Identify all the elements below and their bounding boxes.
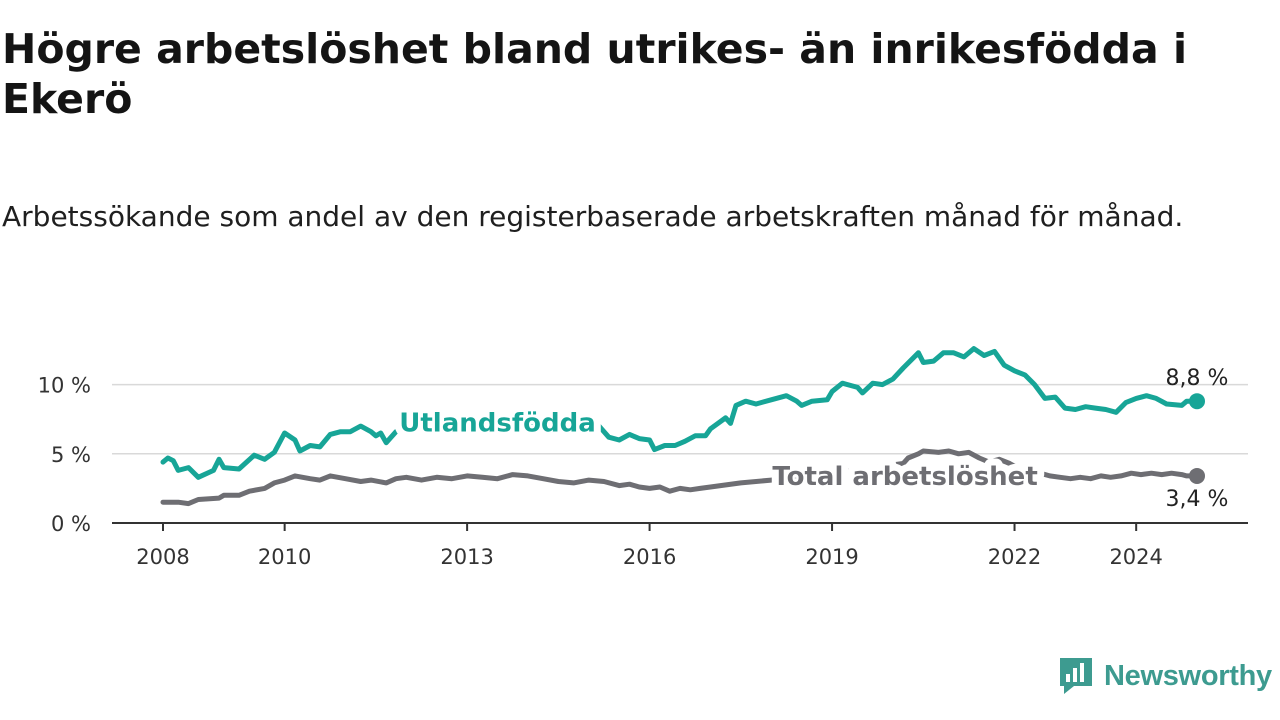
series-label-halo: Total arbetslöshet — [772, 462, 1037, 492]
end-label-total: 3,4 % — [1166, 487, 1229, 512]
y-tick-label-10: 10 % — [38, 374, 91, 398]
series-label-total-arbetslöshet: Total arbetslöshet — [772, 462, 1037, 492]
series-label-utlandsfödda: Utlandsfödda — [399, 409, 596, 439]
series-label-halo: Utlandsfödda — [399, 409, 596, 439]
series-end-point-utlandsfödda — [1189, 393, 1205, 410]
chart-title: Högre arbetslöshet bland utrikes- än inr… — [2, 25, 1187, 123]
line-chart: 0 % 5 % 10 % 2008 2010 2013 2016 2019 2022 2024 Ut… — [38, 346, 1248, 569]
x-tick-label-2013: 2013 — [440, 545, 493, 569]
newsworthy-logo-icon — [1060, 658, 1092, 694]
chart-subtitle: Arbetssökande som andel av den registerb… — [2, 200, 1184, 233]
end-label-utlandsfodda: 8,8 % — [1166, 366, 1229, 391]
x-tick-label-2019: 2019 — [805, 545, 858, 569]
series-line-utlandsfödda — [160, 346, 1200, 480]
x-tick-label-2024: 2024 — [1109, 545, 1162, 569]
x-tick-label-2016: 2016 — [623, 545, 676, 569]
x-tick-label-2022: 2022 — [988, 545, 1041, 569]
axes — [112, 522, 1248, 531]
series-end-point-total-arbetslöshet — [1189, 467, 1205, 484]
chart-labels: 0 % 5 % 10 % 2008 2010 2013 2016 2019 2022 2024 Ut… — [38, 366, 1229, 569]
y-tick-label-5: 5 % — [51, 443, 91, 467]
series-lines — [160, 346, 1205, 507]
gridlines — [112, 383, 1248, 455]
brand-name: Newsworthy — [1104, 659, 1272, 692]
series-line-total-arbetslöshet — [160, 448, 1200, 507]
newsworthy-brand[interactable]: Newsworthy — [1058, 654, 1272, 698]
x-tick-label-2008: 2008 — [136, 545, 189, 569]
y-tick-label-0: 0 % — [51, 512, 91, 536]
x-tick-label-2010: 2010 — [258, 545, 311, 569]
